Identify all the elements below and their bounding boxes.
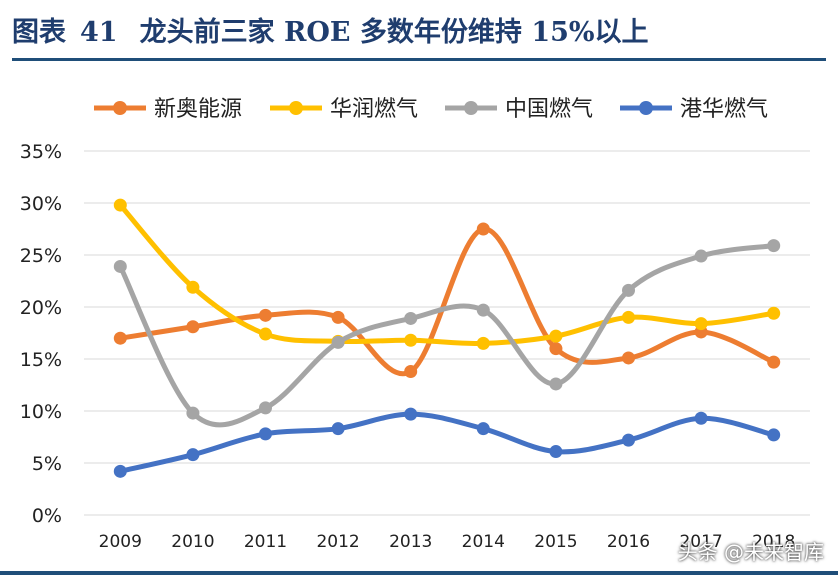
data-point — [113, 331, 127, 345]
x-tick-label: 2015 — [534, 532, 577, 552]
x-tick-label: 2014 — [462, 532, 505, 552]
data-point — [476, 303, 490, 317]
data-point — [259, 401, 272, 415]
data-point — [476, 222, 490, 236]
legend-item: 新奥能源 — [94, 97, 242, 122]
data-point — [404, 333, 418, 347]
legend-marker — [464, 101, 478, 115]
legend-marker — [289, 101, 303, 115]
legend-label: 港华燃气 — [680, 97, 768, 122]
x-tick-label: 2010 — [171, 532, 214, 552]
data-point — [186, 448, 200, 462]
x-tick-label: 2011 — [244, 532, 287, 552]
legend: 新奥能源 华润燃气 中国燃气 港华燃气 — [94, 97, 768, 122]
series-line — [117, 243, 777, 428]
data-point — [622, 433, 635, 447]
data-point — [549, 377, 563, 391]
data-point — [476, 422, 490, 436]
legend-marker — [639, 101, 653, 115]
data-point — [694, 249, 708, 263]
data-point — [331, 310, 345, 324]
x-axis-labels: 2009 2010 2011 2012 2013 2014 2015 2016 2017 2018 — [99, 532, 796, 552]
watermark: 头条 @未来智库 — [677, 540, 824, 564]
x-tick-label: 2018 — [752, 532, 795, 552]
legend-item: 中国燃气 — [445, 97, 593, 122]
title-number: 41 — [80, 17, 118, 48]
data-point — [331, 422, 345, 436]
y-tick-label: 0% — [32, 505, 62, 527]
x-tick-label: 2013 — [389, 532, 432, 552]
data-point — [331, 335, 345, 349]
bottom-divider — [0, 571, 838, 575]
y-axis-labels: 0% 5% 10% 15% 20% 25% 30% 35% — [20, 141, 62, 527]
data-point — [767, 306, 781, 320]
series-line — [117, 202, 777, 346]
data-point — [622, 283, 635, 297]
y-tick-label: 25% — [20, 245, 62, 267]
series-0 — [113, 222, 781, 378]
data-point — [404, 407, 418, 421]
y-tick-label: 30% — [20, 193, 62, 215]
series-line — [117, 411, 777, 474]
series-1 — [113, 198, 781, 350]
data-point — [259, 308, 272, 322]
data-point — [259, 327, 272, 341]
y-tick-label: 20% — [20, 297, 62, 319]
title-divider — [12, 58, 826, 61]
chart-title: 图表 41 龙头前三家 ROE 多数年份维持 15%以上 — [12, 10, 649, 49]
data-point — [549, 445, 563, 459]
data-point — [113, 464, 127, 478]
series-lines — [113, 198, 781, 478]
series-2 — [113, 239, 781, 428]
data-point — [186, 320, 200, 334]
legend-item: 港华燃气 — [620, 97, 768, 122]
data-point — [767, 428, 781, 442]
y-tick-label: 15% — [20, 349, 62, 371]
y-tick-label: 5% — [32, 453, 62, 475]
legend-label: 中国燃气 — [505, 97, 593, 122]
title-label: 图表 — [12, 17, 66, 48]
data-point — [404, 311, 418, 325]
title-text: 龙头前三家 ROE 多数年份维持 15%以上 — [139, 17, 649, 48]
data-point — [622, 310, 635, 324]
x-tick-label: 2012 — [316, 532, 359, 552]
data-point — [186, 406, 200, 420]
data-point — [694, 411, 708, 425]
data-point — [404, 364, 418, 378]
data-point — [186, 280, 200, 294]
data-point — [259, 427, 272, 441]
data-point — [549, 342, 563, 356]
data-point — [767, 355, 781, 369]
data-point — [476, 336, 490, 350]
data-point — [113, 198, 127, 212]
y-tick-label: 10% — [20, 401, 62, 423]
y-tick-label: 35% — [20, 141, 62, 163]
legend-item: 华润燃气 — [270, 97, 418, 122]
x-tick-label: 2009 — [99, 532, 142, 552]
legend-label: 华润燃气 — [330, 97, 418, 122]
x-tick-label: 2016 — [607, 532, 650, 552]
data-point — [549, 329, 563, 343]
legend-marker — [113, 101, 127, 115]
data-point — [767, 239, 781, 253]
data-point — [113, 259, 127, 273]
x-tick-label: 2017 — [679, 532, 722, 552]
series-3 — [113, 407, 781, 478]
series-line — [117, 226, 777, 377]
legend-label: 新奥能源 — [154, 97, 242, 122]
data-point — [622, 351, 635, 365]
data-point — [694, 317, 708, 331]
